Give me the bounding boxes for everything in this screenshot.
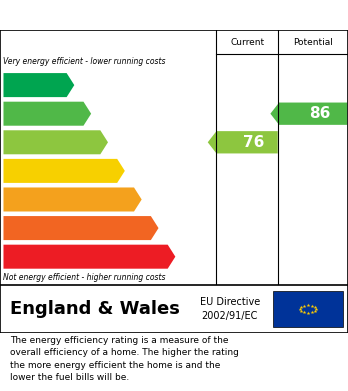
Text: 86: 86 bbox=[309, 106, 331, 121]
Text: Not energy efficient - higher running costs: Not energy efficient - higher running co… bbox=[3, 273, 166, 282]
Text: Potential: Potential bbox=[293, 38, 333, 47]
Text: Energy Efficiency Rating: Energy Efficiency Rating bbox=[10, 7, 220, 23]
Text: G: G bbox=[168, 250, 180, 264]
Text: Current: Current bbox=[230, 38, 264, 47]
Text: (1-20): (1-20) bbox=[8, 253, 29, 260]
Text: England & Wales: England & Wales bbox=[10, 300, 180, 318]
Polygon shape bbox=[3, 216, 159, 240]
Polygon shape bbox=[3, 102, 91, 126]
Text: A: A bbox=[68, 78, 78, 92]
Text: (21-38): (21-38) bbox=[8, 225, 33, 231]
Text: (55-68): (55-68) bbox=[8, 168, 33, 174]
Polygon shape bbox=[3, 73, 74, 97]
Text: D: D bbox=[118, 164, 129, 178]
Polygon shape bbox=[3, 187, 142, 212]
Text: The energy efficiency rating is a measure of the
overall efficiency of a home. T: The energy efficiency rating is a measur… bbox=[10, 336, 239, 382]
Polygon shape bbox=[3, 130, 108, 154]
Text: E: E bbox=[135, 192, 144, 206]
Text: EU Directive
2002/91/EC: EU Directive 2002/91/EC bbox=[199, 298, 260, 321]
Text: (69-80): (69-80) bbox=[8, 139, 34, 145]
Polygon shape bbox=[3, 159, 125, 183]
Text: (92-100): (92-100) bbox=[8, 82, 38, 88]
Polygon shape bbox=[3, 245, 175, 269]
Polygon shape bbox=[208, 131, 278, 153]
Text: C: C bbox=[101, 135, 111, 149]
Polygon shape bbox=[270, 102, 347, 125]
FancyBboxPatch shape bbox=[273, 291, 343, 327]
Text: 76: 76 bbox=[243, 135, 265, 150]
Text: Very energy efficient - lower running costs: Very energy efficient - lower running co… bbox=[3, 57, 166, 66]
Text: B: B bbox=[84, 107, 95, 121]
Text: F: F bbox=[152, 221, 161, 235]
Text: (39-54): (39-54) bbox=[8, 196, 33, 203]
Text: (81-91): (81-91) bbox=[8, 110, 34, 117]
